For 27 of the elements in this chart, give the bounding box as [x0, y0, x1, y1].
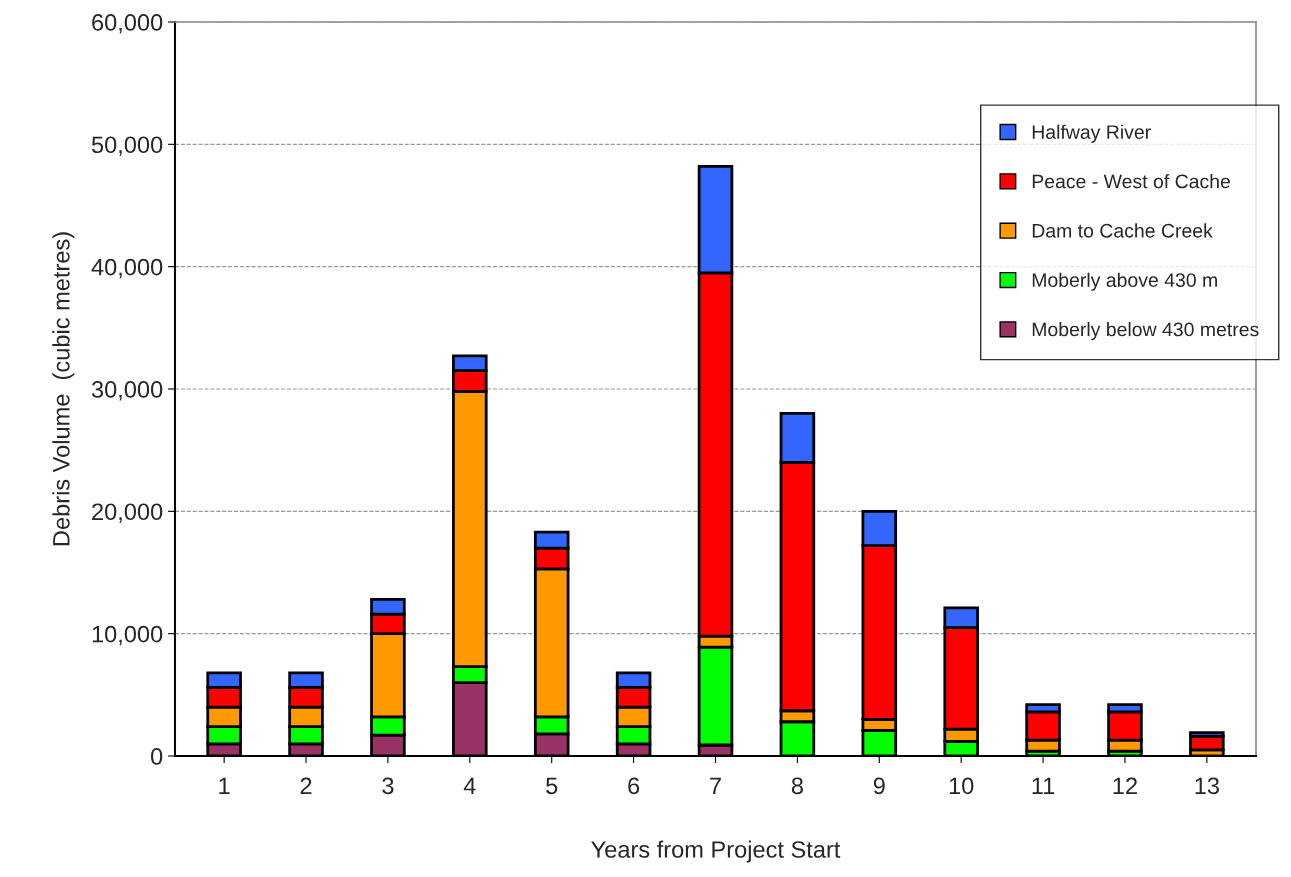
legend-label: Moberly below 430 metres — [1032, 322, 1259, 341]
x-tick-label: 13 — [1195, 777, 1219, 795]
x-tick-label: 2 — [300, 777, 312, 794]
y-tick-label: 50,000 — [91, 136, 163, 156]
x-tick-label: 11 — [1032, 777, 1055, 794]
x-tick-label: 7 — [710, 777, 721, 794]
x-tick-label: 9 — [873, 777, 885, 795]
y-tick-label: 40,000 — [91, 258, 163, 279]
x-tick-label: 8 — [791, 777, 803, 795]
x-tick-label: 5 — [546, 777, 558, 795]
x-tick-label: 4 — [463, 777, 476, 794]
y-tick-label: 20,000 — [92, 503, 163, 523]
x-tick-label: 1 — [219, 777, 230, 794]
y-tick-label: 60,000 — [92, 14, 163, 34]
x-tick-label: 12 — [1113, 777, 1137, 794]
x-tick-label: 6 — [628, 777, 640, 795]
y-axis-title: Debris Volume (cubic metres) — [52, 232, 75, 546]
y-tick-label: 10,000 — [92, 625, 163, 646]
x-tick-label: 10 — [949, 777, 974, 795]
y-tick-label: 30,000 — [91, 381, 163, 401]
x-tick-label: 3 — [382, 777, 394, 795]
legend-label: Moberly above 430 m — [1032, 272, 1217, 291]
legend-label: Peace - West of Cache — [1032, 174, 1230, 189]
x-axis-title: Years from Project Start — [591, 840, 841, 863]
legend-label: Halfway River — [1032, 124, 1151, 143]
legend-label: Dam to Cache Creek — [1032, 223, 1213, 238]
y-tick-label: 0 — [150, 748, 163, 765]
